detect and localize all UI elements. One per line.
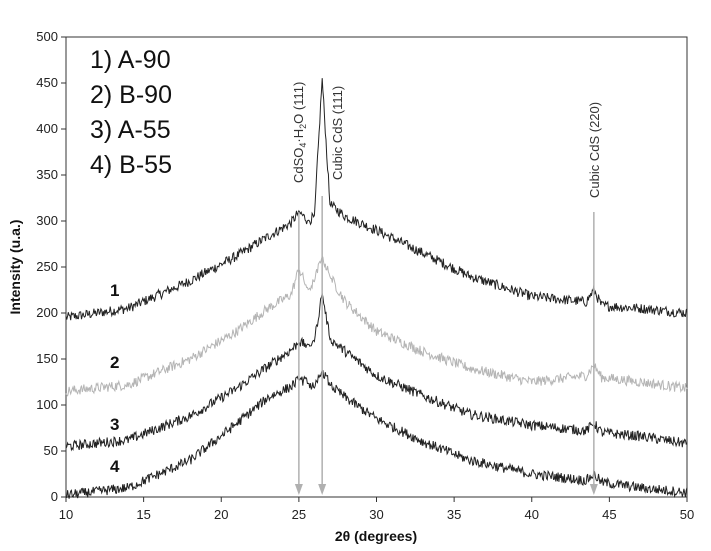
peak-arrow-head bbox=[318, 484, 327, 495]
x-tick-label: 35 bbox=[447, 507, 461, 522]
x-tick-label: 25 bbox=[292, 507, 306, 522]
axes: 10 15 20 25 30 35 40 45 500501001502002503003504… bbox=[36, 29, 694, 522]
curve-label-1: 1 bbox=[110, 281, 119, 300]
y-tick-label: 500 bbox=[36, 29, 58, 44]
legend-entry: 3) A-55 bbox=[90, 116, 171, 144]
peak-label-cubic-111: Cubic CdS (111) bbox=[330, 86, 345, 180]
legend-entry: 4) B-55 bbox=[90, 151, 172, 179]
peak-label-cdso4: CdSO4·H2O (111) bbox=[291, 82, 308, 183]
y-tick-label: 50 bbox=[44, 443, 58, 458]
y-tick-label: 450 bbox=[36, 75, 58, 90]
y-axis-title: Intensity (u.a.) bbox=[7, 220, 23, 315]
x-tick-label: 10 bbox=[59, 507, 73, 522]
curve-label-4: 4 bbox=[110, 457, 120, 476]
y-tick-label: 350 bbox=[36, 167, 58, 182]
legend-entry: 1) A-90 bbox=[90, 46, 171, 74]
y-tick-label: 300 bbox=[36, 213, 58, 228]
y-tick-label: 400 bbox=[36, 121, 58, 136]
legend: 1) A-90 2) B-90 3) A-55 4) B-55 bbox=[90, 46, 172, 179]
peak-arrows bbox=[294, 196, 598, 495]
x-tick-label: 15 bbox=[136, 507, 150, 522]
series-line-2 bbox=[65, 255, 688, 397]
peak-arrow-head bbox=[589, 484, 598, 495]
x-axis-title: 2θ (degrees) bbox=[335, 528, 417, 544]
x-tick-label: 45 bbox=[602, 507, 616, 522]
y-tick-label: 150 bbox=[36, 351, 58, 366]
curve-label-3: 3 bbox=[110, 415, 119, 434]
legend-entry: 2) B-90 bbox=[90, 81, 172, 109]
y-tick-label: 0 bbox=[51, 489, 58, 504]
peak-arrow-head bbox=[294, 484, 303, 495]
x-tick-label: 50 bbox=[680, 507, 694, 522]
y-tick-label: 200 bbox=[36, 305, 58, 320]
peak-label-cubic-220: Cubic CdS (220) bbox=[587, 102, 602, 198]
x-tick-label: 40 bbox=[525, 507, 539, 522]
series-line-4 bbox=[65, 369, 688, 499]
series-line-1 bbox=[65, 78, 688, 321]
curves bbox=[65, 78, 688, 499]
series-line-3 bbox=[65, 293, 688, 452]
x-tick-label: 20 bbox=[214, 507, 228, 522]
y-tick-label: 100 bbox=[36, 397, 58, 412]
x-tick-label: 30 bbox=[369, 507, 383, 522]
y-tick-label: 250 bbox=[36, 259, 58, 274]
curve-label-2: 2 bbox=[110, 353, 119, 372]
